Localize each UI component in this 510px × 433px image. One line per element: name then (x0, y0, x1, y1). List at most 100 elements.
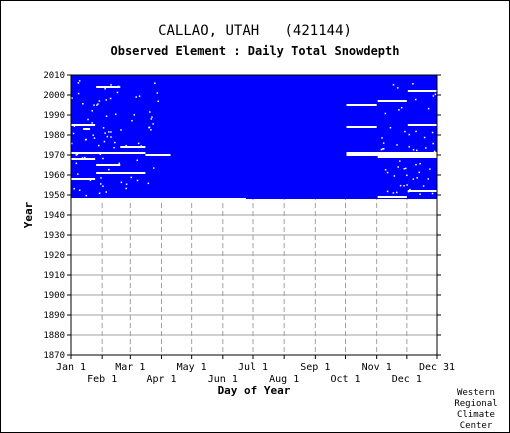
missing-data-speck (418, 171, 420, 174)
missing-data-speck (92, 134, 94, 136)
y-tick-label: 1890 (43, 311, 65, 321)
missing-data-gap (377, 196, 407, 198)
missing-data-speck (73, 125, 76, 127)
missing-data-speck (429, 168, 431, 170)
missing-data-speck (434, 93, 437, 96)
y-tick-label: 1900 (43, 291, 65, 301)
missing-data-speck (77, 173, 79, 175)
missing-data-speck (389, 126, 392, 129)
missing-data-speck (408, 133, 410, 136)
missing-data-speck (386, 190, 389, 193)
x-tick-label: Dec 1 (392, 374, 422, 385)
missing-data-speck (103, 140, 106, 143)
missing-data-speck (384, 169, 387, 171)
missing-data-speck (117, 85, 120, 88)
x-axis-label: Day of Year (218, 384, 291, 397)
missing-data-speck (73, 187, 75, 190)
missing-data-speck (71, 97, 73, 99)
missing-data-speck (154, 82, 156, 84)
missing-data-speck (152, 167, 155, 169)
missing-data-gap (407, 124, 437, 126)
missing-data-speck (140, 145, 143, 147)
missing-data-speck (384, 112, 387, 115)
missing-data-speck (396, 144, 398, 146)
y-tick-label: 1920 (43, 251, 65, 261)
y-tick-label: 1990 (43, 111, 65, 121)
missing-data-gap (71, 158, 96, 160)
missing-data-speck (397, 166, 399, 168)
missing-data-speck (403, 168, 406, 170)
x-tick-label: Mar 1 (115, 362, 145, 373)
missing-data-speck (136, 179, 139, 182)
missing-data-speck (413, 156, 415, 158)
missing-data-speck (425, 147, 427, 149)
missing-data-speck (75, 154, 78, 156)
missing-data-speck (131, 119, 133, 122)
missing-data-speck (104, 132, 106, 134)
missing-data-speck (115, 113, 117, 115)
missing-data-speck (157, 100, 159, 103)
missing-data-speck (110, 136, 112, 138)
missing-data-gap (71, 124, 96, 126)
missing-data-speck (82, 102, 84, 105)
missing-data-speck (419, 193, 421, 195)
missing-data-speck (93, 137, 96, 139)
x-tick-label: Jun 1 (208, 374, 238, 385)
missing-data-speck (381, 148, 384, 150)
missing-data-speck (116, 91, 119, 94)
missing-data-speck (104, 87, 106, 90)
credit-line: Western (457, 388, 495, 398)
missing-data-speck (403, 185, 405, 187)
missing-data-speck (415, 163, 417, 166)
missing-data-speck (407, 190, 410, 193)
missing-data-speck (125, 144, 127, 147)
credit-block: Western Regional Climate Center (448, 388, 504, 432)
chart-title: CALLAO, UTAH (421144) (158, 23, 352, 39)
missing-data-speck (135, 96, 137, 98)
missing-data-speck (97, 103, 99, 105)
missing-data-speck (433, 150, 436, 153)
missing-data-speck (416, 149, 418, 152)
missing-data-speck (102, 185, 104, 188)
missing-data-speck (150, 129, 152, 131)
missing-data-speck (93, 104, 95, 106)
missing-data-gap (377, 100, 407, 102)
missing-data-speck (392, 192, 395, 194)
missing-data-speck (136, 159, 138, 162)
missing-data-gap (346, 154, 437, 156)
missing-data-speck (398, 109, 400, 111)
missing-data-speck (431, 131, 434, 134)
missing-data-speck (120, 129, 122, 131)
x-tick-label: Jan 1 (56, 362, 86, 373)
x-tick-label: Nov 1 (362, 362, 392, 373)
missing-data-speck (89, 179, 92, 181)
missing-data-speck (81, 157, 84, 159)
y-tick-label: 1930 (43, 231, 65, 241)
missing-data-speck (109, 164, 112, 166)
x-tick-label: Oct 1 (330, 374, 360, 385)
missing-data-gap (407, 90, 437, 92)
x-tick-label: Dec 31 (419, 362, 455, 373)
missing-data-speck (381, 137, 383, 139)
missing-data-speck (71, 142, 73, 145)
missing-data-speck (409, 188, 411, 191)
missing-data-speck (110, 84, 112, 86)
missing-data-speck (387, 155, 389, 157)
x-tick-label: Apr 1 (146, 374, 176, 385)
missing-data-speck (120, 181, 123, 184)
missing-data-speck (108, 131, 110, 133)
missing-data-speck (399, 184, 402, 187)
missing-data-speck (87, 118, 89, 121)
missing-data-speck (422, 185, 425, 187)
missing-data-speck (405, 167, 407, 170)
missing-data-speck (108, 168, 110, 171)
missing-data-speck (105, 99, 108, 101)
y-tick-label: 1940 (43, 211, 65, 221)
missing-data-speck (100, 177, 102, 179)
missing-data-speck (109, 97, 112, 100)
x-tick-label: Jul 1 (238, 362, 268, 373)
y-tick-label: 1910 (43, 271, 65, 281)
missing-data-speck (427, 107, 430, 110)
missing-data-speck (96, 104, 98, 106)
credit-line: Center (459, 421, 493, 431)
